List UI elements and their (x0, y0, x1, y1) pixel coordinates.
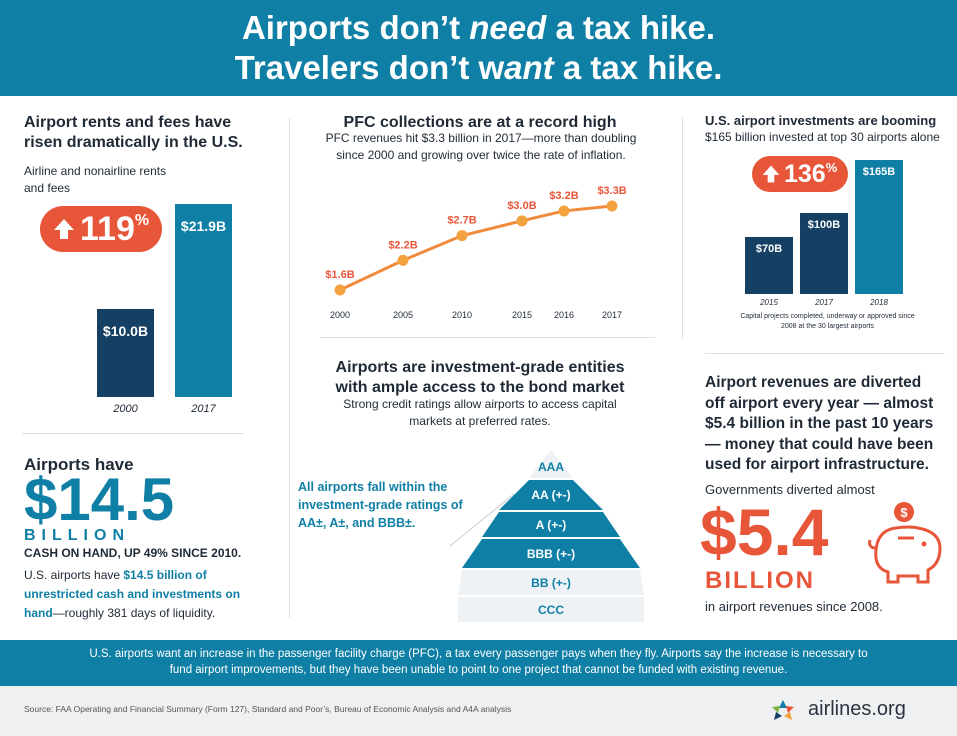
axis-label-2015: 2015 (760, 298, 778, 307)
pfc-series-line (339, 204, 613, 292)
pyramid-shape (458, 450, 644, 622)
axis-label-2017: 2017 (815, 298, 833, 307)
rating-aa: AA (+-) (531, 488, 571, 502)
bond-title: Airports are investment-grade entities w… (335, 359, 625, 396)
source-band: Source: FAA Operating and Financial Summ… (0, 686, 957, 736)
pfc-point-2005 (397, 254, 409, 266)
bar-2017: $100B (800, 213, 848, 294)
bond-callout: All airports fall within the investment-… (298, 480, 463, 530)
rents-subtitle: Airline and nonairline rents and fees (24, 164, 167, 195)
callout-pointer (449, 493, 515, 547)
bar-2015: $70B (745, 237, 793, 294)
bar-value-label: $70B (755, 243, 783, 255)
pfc-point-2015 (516, 215, 528, 227)
pfc-point-2010 (456, 230, 468, 242)
cash-title: Airports have (24, 455, 134, 474)
axis-label-2000: 2000 (113, 403, 138, 415)
pfc-axis-label-2000: 2000 (330, 310, 350, 320)
footer-text: U.S. airports want an increase in the pa… (89, 648, 868, 676)
pfc-line-chart: $1.6B 2000 $2.2B 2005 $2.7B 2010 $3.0B 2015 $3.2… (325, 185, 626, 320)
cash-amount: $14.5 (24, 466, 175, 533)
rents-title: Airport rents and fees have risen dramat… (24, 114, 243, 151)
cash-text: U.S. airports have $14.5 billion of unre… (24, 568, 241, 620)
pfc-value-label: $3.2B (549, 190, 578, 202)
pfc-axis-label-2005: 2005 (393, 310, 413, 320)
axis-label-2017: 2017 (191, 403, 216, 415)
pfc-value-label: $1.6B (325, 269, 354, 281)
rents-increase-badge: 119 % (40, 206, 162, 252)
pfc-point-2000 (334, 284, 346, 296)
arrow-up-icon (762, 165, 780, 183)
column-divider-left (289, 118, 290, 618)
rating-bb: BB (+-) (531, 576, 571, 590)
bar-value-label: $165B (862, 166, 896, 178)
pfc-title: PFC collections are at a record high (343, 114, 617, 131)
invest-note: Capital projects completed, underway or … (740, 313, 915, 330)
invest-badge-value: 136 (784, 159, 826, 188)
source-text: Source: FAA Operating and Financial Summ… (24, 704, 512, 714)
cash-caption: CASH ON HAND, UP 49% SINCE 2010. (24, 546, 242, 560)
bar-value-label: $21.9B (180, 218, 227, 234)
diverted-amount: $5.4 (700, 495, 829, 569)
invest-title: U.S. airport investments are booming (705, 113, 937, 128)
arrow-up-icon (54, 219, 74, 239)
column-divider-right (682, 118, 683, 338)
rating-ccc: CCC (538, 603, 564, 617)
ratings-pyramid: AAA AA (+-) A (+-) BBB (+-) BB (+-) CCC (458, 450, 644, 622)
pfc-value-label: $2.7B (447, 215, 476, 227)
pfc-point-2016 (558, 205, 570, 217)
bond-subtitle: Strong credit ratings allow airports to … (343, 397, 617, 428)
header-banner: Airports don’t need a tax hike. Traveler… (0, 0, 957, 96)
cash-unit: BILLION (24, 527, 130, 544)
rents-badge-value: 119 (80, 209, 135, 248)
section-divider-right (705, 353, 945, 354)
pfc-subtitle: PFC revenues hit $3.3 billion in 2017—mo… (325, 131, 637, 162)
invest-increase-badge: 136 % (752, 156, 848, 192)
bar-value-label: $100B (807, 219, 841, 231)
bar-2000: $10.0B (97, 309, 154, 397)
pfc-axis-label-2010: 2010 (452, 310, 472, 320)
pfc-point-2017 (606, 200, 618, 212)
footer-band: U.S. airports want an increase in the pa… (0, 640, 957, 686)
diverted-unit: BILLION (705, 567, 815, 594)
diverted-lead: Governments diverted almost (705, 482, 875, 497)
diverted-caption: in airport revenues since 2008. (705, 599, 883, 614)
bar-2017: $21.9B (175, 204, 232, 397)
rating-a: A (+-) (535, 518, 567, 532)
headline-line-2: Travelers don’t want a tax hike. (234, 49, 723, 86)
pfc-axis-label-2017: 2017 (602, 310, 622, 320)
bar-2018: $165B (855, 160, 903, 294)
rents-badge-pct: % (134, 212, 150, 229)
invest-badge-pct: % (825, 160, 838, 175)
rating-aaa: AAA (538, 460, 564, 474)
svg-text:$: $ (900, 505, 908, 520)
pfc-value-label: $2.2B (388, 239, 417, 251)
invest-subtitle: $165 billion invested at top 30 airports… (705, 130, 940, 144)
pfc-axis-label-2016: 2016 (554, 310, 574, 320)
pfc-value-label: $3.0B (507, 200, 536, 212)
airlines-logo-icon (772, 700, 794, 720)
section-divider-middle (320, 337, 655, 338)
airlines-org-link[interactable]: airlines.org (808, 698, 906, 720)
pfc-axis-label-2015: 2015 (512, 310, 532, 320)
pfc-value-label: $3.3B (597, 185, 626, 197)
rating-bbb: BBB (+-) (526, 547, 576, 561)
headline-line-1: Airports don’t need a tax hike. (241, 9, 716, 46)
bar-value-label: $10.0B (102, 323, 149, 339)
section-divider-left (22, 433, 244, 434)
axis-label-2018: 2018 (870, 298, 888, 307)
piggy-bank-icon: $ (868, 502, 942, 584)
diverted-title: Airport revenues are diverted off airpor… (705, 374, 934, 473)
